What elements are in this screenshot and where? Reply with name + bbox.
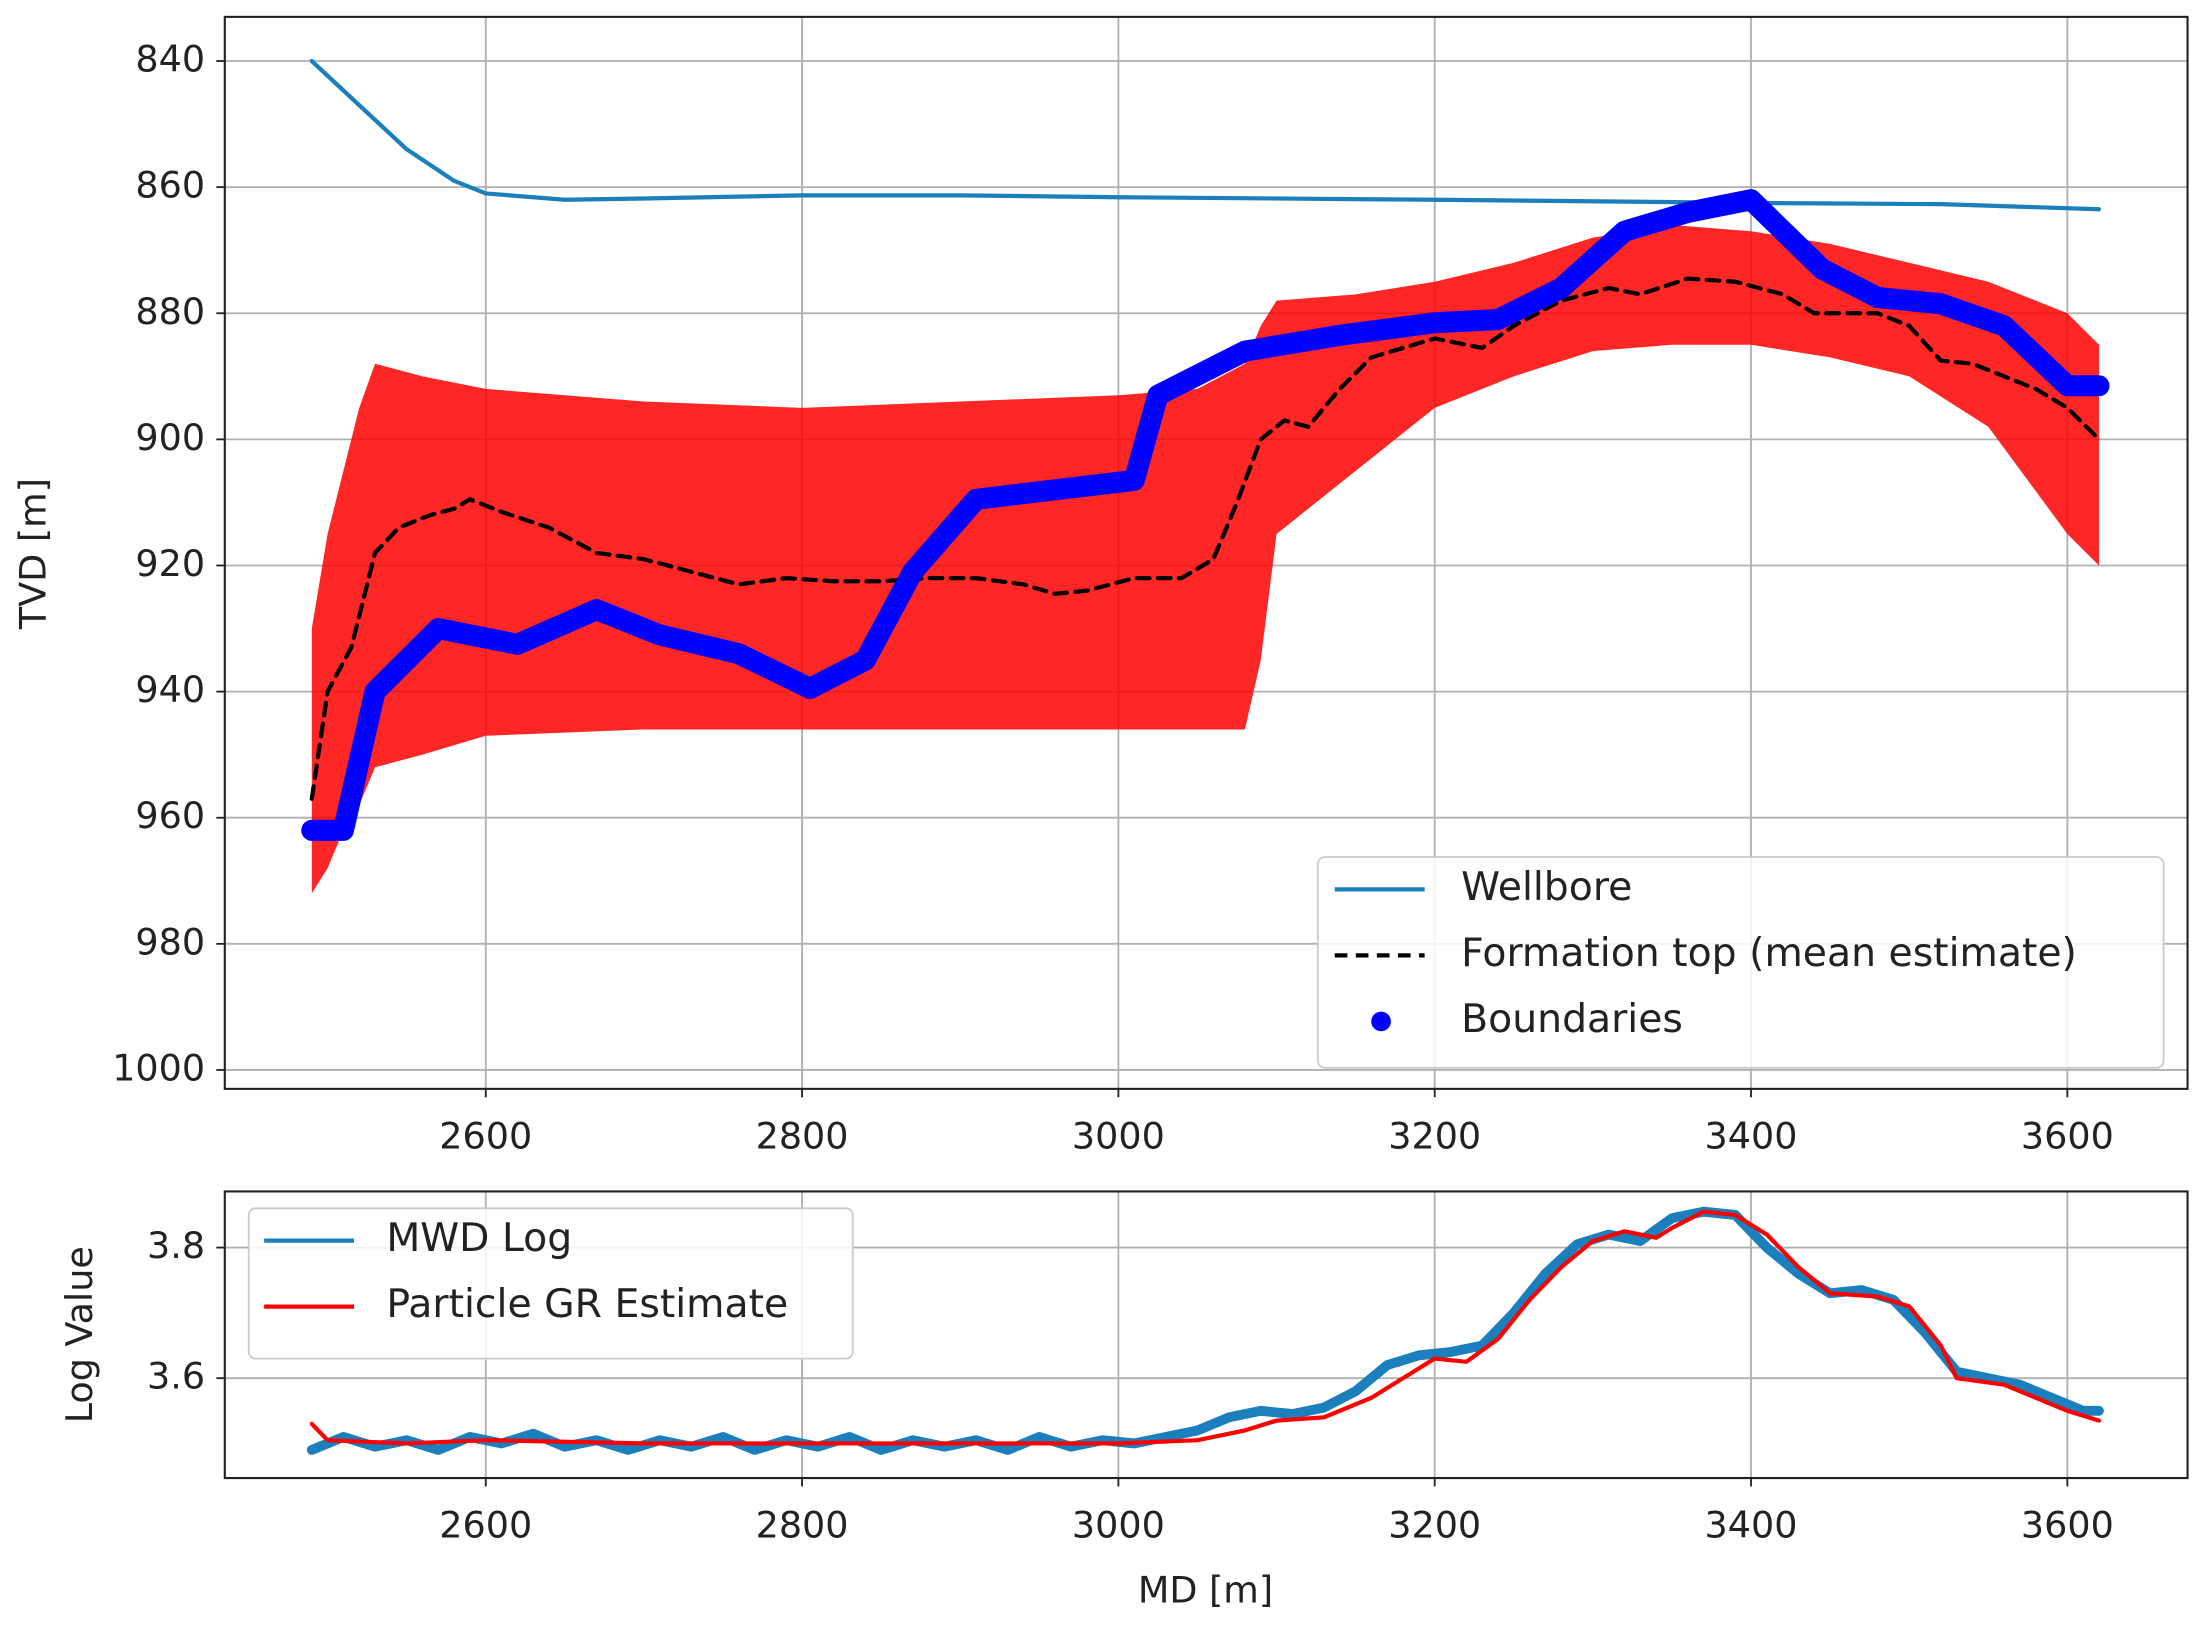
y-tick-label: 980 [135,920,205,963]
x-tick-label: 3600 [2021,1115,2114,1158]
x-tick-label: 2800 [756,1115,849,1158]
y-tick-label: 840 [135,38,205,81]
series-line [306,1206,2104,1455]
x-tick-label: 3000 [1072,1504,1165,1547]
y-tick-label: 940 [135,668,205,711]
x-tick-label: 2600 [439,1115,532,1158]
axes-frame [223,15,2189,1090]
series-line [309,276,2102,801]
y-tick-label: 3.8 [147,1224,205,1267]
y-tick-label: 3.6 [147,1355,205,1398]
legend-label: Boundaries [1461,996,1683,1042]
boundary-markers [301,189,2110,841]
particle-cloud [311,224,2099,894]
legend-box [247,1207,854,1360]
plot-area [301,58,2110,894]
x-axis-label: MD [m] [1138,1568,1273,1611]
y-tick-label: 1000 [112,1046,205,1089]
x-tick-label: 3200 [1388,1115,1481,1158]
x-tick-label: 3600 [2021,1504,2114,1547]
y-tick-label: 900 [135,416,205,459]
x-tick-label: 2600 [439,1504,532,1547]
legend-marker [1371,1011,1391,1032]
x-tick-label: 3400 [1705,1115,1798,1158]
series-line [309,1209,2102,1446]
legend-box [1316,856,2165,1069]
y-axis-label: Log Value [58,1246,101,1423]
axes-frame [223,1190,2189,1480]
y-tick-label: 960 [135,794,205,837]
x-tick-label: 3000 [1072,1115,1165,1158]
y-tick-label: 920 [135,542,205,585]
legend-label: Formation top (mean estimate) [1461,930,2077,976]
y-tick-label: 860 [135,164,205,207]
legend-label: MWD Log [386,1215,572,1261]
x-tick-label: 3200 [1388,1504,1481,1547]
plot-area [306,1206,2104,1455]
y-axis-label: TVD [m] [12,478,55,630]
y-tick-label: 880 [135,290,205,333]
legend-label: Wellbore [1461,864,1632,910]
x-tick-label: 2800 [756,1504,849,1547]
x-tick-label: 3400 [1705,1504,1798,1547]
legend-label: Particle GR Estimate [386,1281,788,1327]
